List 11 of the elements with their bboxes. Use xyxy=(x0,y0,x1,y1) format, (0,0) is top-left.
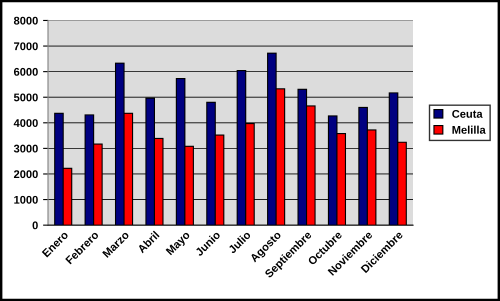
y-tick-label: 8000 xyxy=(14,16,38,25)
legend-label: Melilla xyxy=(452,126,486,134)
y-tick-label: 0 xyxy=(32,221,38,230)
legend-label: Ceuta xyxy=(452,110,483,118)
y-tick-label: 5000 xyxy=(14,93,38,102)
y-tick-label: 1000 xyxy=(14,196,38,204)
y-tick-label: 2000 xyxy=(14,170,38,178)
y-tick-label: 4000 xyxy=(14,119,38,127)
y-tick-label: 6000 xyxy=(14,68,38,76)
y-tick-label: 3000 xyxy=(14,144,38,153)
y-tick-label: 7000 xyxy=(14,42,38,50)
